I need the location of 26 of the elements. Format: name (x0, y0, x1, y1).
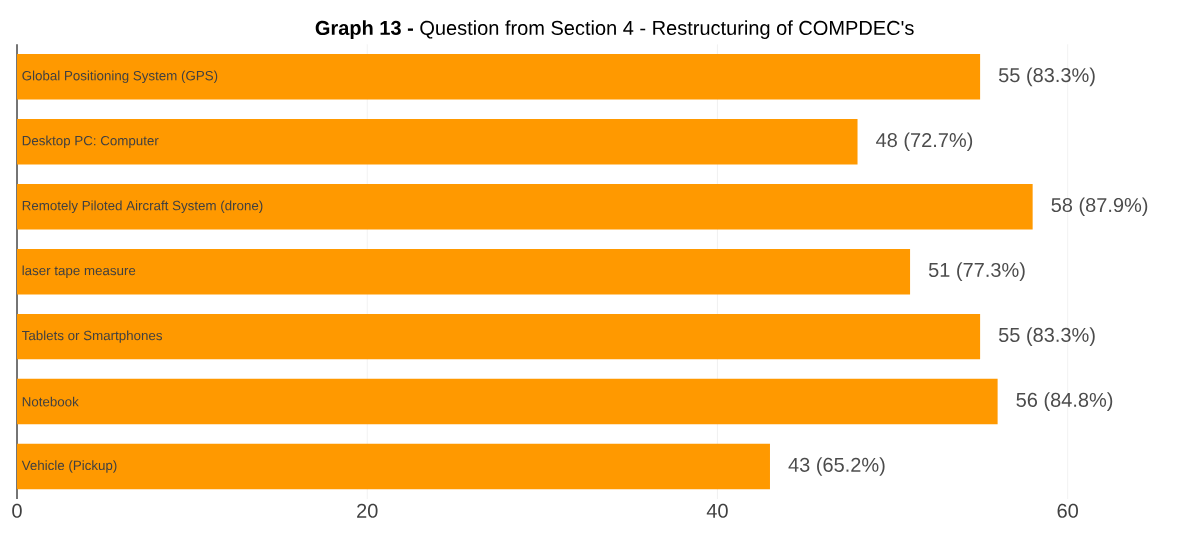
data-label: 58 (87.9%) (1051, 197, 1148, 217)
y-tick-label: Desktop PC: Computer (22, 135, 159, 148)
y-tick-label: Remotely Piloted Aircraft System (drone) (22, 200, 263, 213)
bar (17, 248, 911, 295)
bar (17, 183, 1033, 230)
bar (17, 54, 981, 100)
bar (17, 119, 858, 165)
data-label: 55 (83.3%) (998, 327, 1095, 346)
data-label: 48 (72.7%) (876, 132, 973, 152)
bar (17, 443, 770, 490)
y-tick-label: Tablets or Smartphones (22, 330, 163, 343)
bar (17, 313, 981, 360)
data-label: 56 (84.8%) (1016, 392, 1113, 411)
data-label: 51 (77.3%) (928, 262, 1025, 281)
data-label: 55 (83.3%) (998, 67, 1095, 87)
y-tick-label: laser tape measure (22, 265, 136, 278)
data-label: 43 (65.2%) (788, 457, 885, 476)
y-tick-label: Vehicle (Pickup) (21, 460, 117, 473)
x-tick-label: 60 (1057, 503, 1078, 518)
x-tick-label: 0 (12, 503, 22, 518)
x-tick-label: 40 (706, 503, 728, 518)
y-tick-label: Global Positioning System (GPS) (22, 70, 218, 84)
bar (17, 378, 998, 425)
y-tick-label: Notebook (22, 396, 79, 407)
x-tick-label: 20 (357, 503, 378, 518)
chart-title: Graph 13 - Question from Section 4 - Restructuring of COMPDEC's (315, 20, 914, 39)
